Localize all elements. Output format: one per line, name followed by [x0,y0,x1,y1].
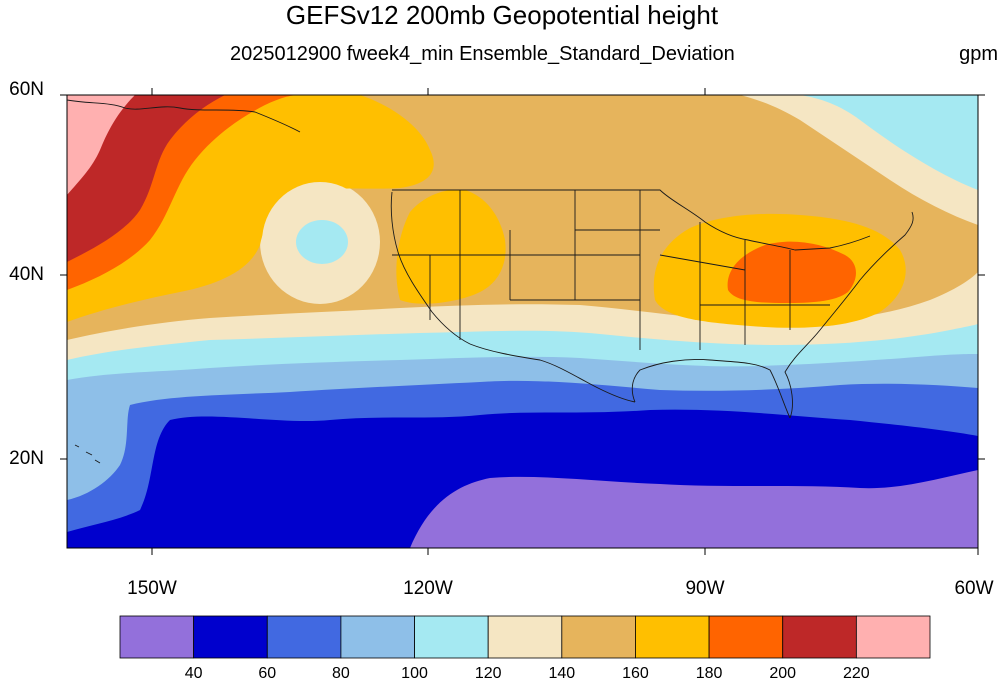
colorbar [119,615,931,659]
lon-label-90w: 90W [685,578,725,599]
lat-label-20n: 20N [9,448,44,469]
lon-label-150w: 150W [127,578,177,599]
colorbar-label: 120 [474,665,502,682]
coastlines [67,99,914,464]
tick-marks [60,88,985,555]
band-180-200-eus [727,241,856,303]
band-200-220 [67,95,225,262]
colorbar-swatch [635,615,710,659]
colorbar-swatch [708,615,784,659]
colorbar-label: 60 [258,665,277,682]
colorbar-swatch [855,615,931,659]
plot-frame [66,94,979,549]
colorbar-swatch [266,615,342,659]
chart-subtitle: 2025012900 fweek4_min Ensemble_Standard_… [230,43,735,65]
lat-label-40n: 40N [9,264,44,285]
colorbar-label: 160 [622,665,649,682]
colorbar-swatch [119,615,195,659]
colorbar-label: 40 [184,665,203,682]
colorbar-label: 220 [843,665,870,682]
colorbar-label: 200 [769,665,797,682]
colorbar-swatch [487,615,563,659]
colorbar-swatch [414,615,489,659]
contour-fill [67,95,978,548]
colorbar-label: 140 [548,665,576,682]
colorbar-swatch [340,615,415,659]
colorbar-label: 100 [401,665,428,682]
colorbar-swatch [782,615,857,659]
colorbar-label: 180 [695,665,723,682]
band-gt220 [67,95,135,195]
lon-label-60w: 60W [954,578,994,599]
colorbar-label: 80 [332,665,350,682]
chart-title: GEFSv12 200mb Geopotential height [285,0,719,30]
colorbar-swatch [561,615,636,659]
units-label: gpm [959,43,998,65]
lat-label-60n: 60N [9,79,44,100]
colorbar-swatch [193,615,268,659]
lon-label-120w: 120W [403,578,453,599]
band-160-180-wus [396,189,506,304]
